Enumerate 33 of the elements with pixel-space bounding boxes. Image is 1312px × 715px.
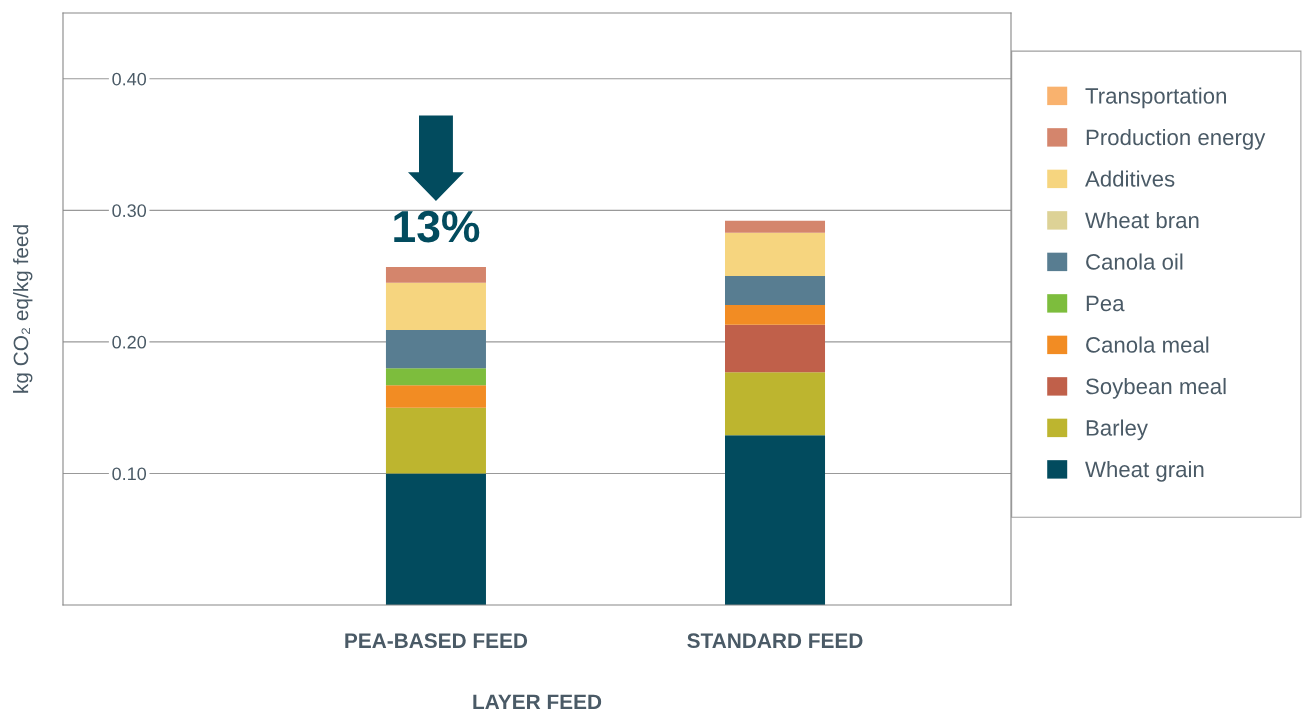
legend-label: Transportation <box>1085 87 1226 109</box>
bar <box>725 435 826 605</box>
legend-label: Additives <box>1085 170 1175 187</box>
bar <box>385 368 486 386</box>
bar <box>725 324 826 373</box>
bar <box>385 266 486 283</box>
legend-label: Wheat bran <box>1085 211 1199 229</box>
legend-label: Soybean meal <box>1086 377 1226 399</box>
y-tick-label: 0.30 <box>112 204 147 218</box>
bar <box>385 407 486 474</box>
y-axis-title: kg CO₂ eq/kg feed <box>13 225 33 393</box>
bar <box>385 330 486 369</box>
bar <box>385 282 486 331</box>
y-tick-label: 0.10 <box>112 467 147 481</box>
legend-label: Canola meal <box>1086 336 1209 353</box>
bar <box>725 305 826 325</box>
x-axis-title: LAYER FEED <box>473 694 602 709</box>
legend-label: Pea <box>1086 295 1125 312</box>
bar <box>725 276 826 306</box>
y-tick-label: 0.40 <box>112 72 147 86</box>
bar <box>385 473 486 605</box>
bar <box>725 372 826 436</box>
x-tick-label: PEA-BASED FEED <box>345 633 528 649</box>
legend-label: Barley <box>1086 419 1148 441</box>
legend-label: Canola oil <box>1086 253 1183 270</box>
bar <box>385 385 486 408</box>
y-tick-label: 0.20 <box>112 335 147 349</box>
bar <box>725 220 826 233</box>
bar <box>725 232 826 277</box>
x-tick-label: STANDARD FEED <box>687 633 863 649</box>
annotation: 13% <box>394 210 480 243</box>
legend-label: Wheat grain <box>1085 460 1204 482</box>
legend-label: Production energy <box>1086 128 1266 150</box>
